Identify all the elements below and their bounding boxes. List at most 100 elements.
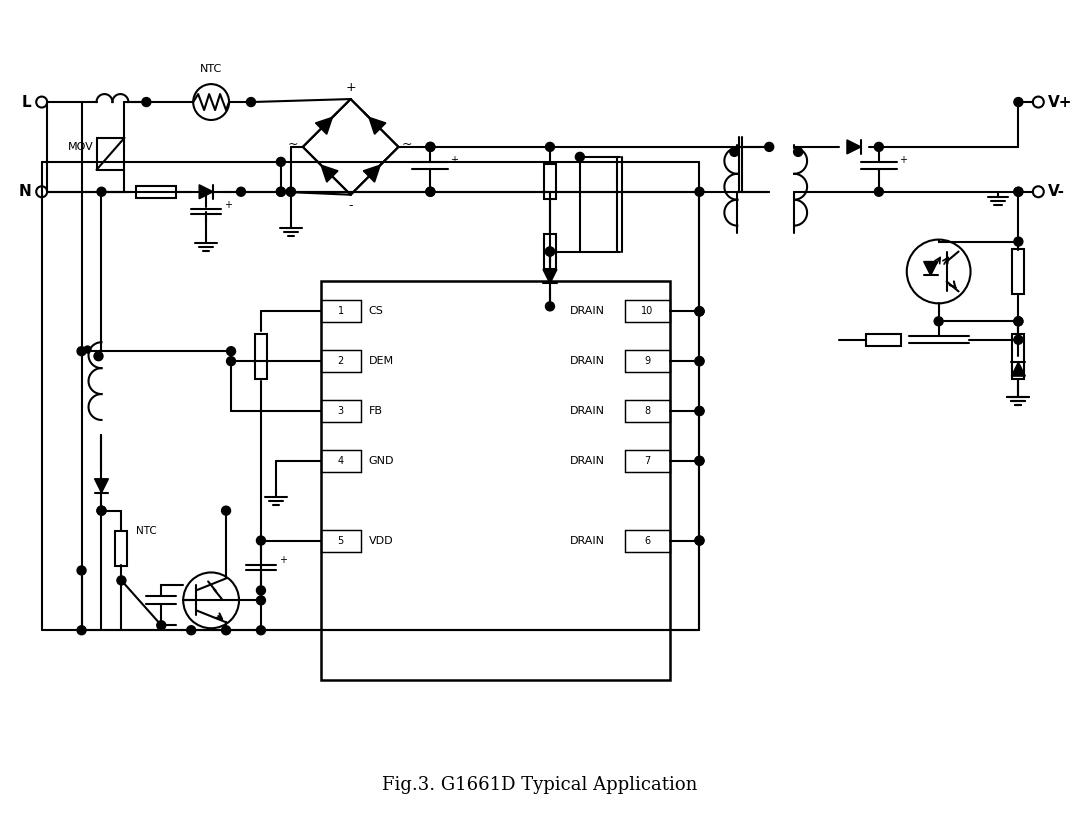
Circle shape <box>94 351 103 360</box>
Circle shape <box>276 187 285 196</box>
Circle shape <box>576 153 584 162</box>
Bar <box>96 138 124 170</box>
Text: 7: 7 <box>644 456 650 466</box>
Polygon shape <box>369 117 386 135</box>
Text: DRAIN: DRAIN <box>570 535 605 546</box>
Bar <box>1012 334 1024 378</box>
Circle shape <box>934 317 943 326</box>
Circle shape <box>426 142 435 151</box>
Circle shape <box>694 187 704 196</box>
Text: 4: 4 <box>338 456 343 466</box>
Text: 9: 9 <box>644 356 650 366</box>
Circle shape <box>276 158 285 167</box>
Circle shape <box>97 507 106 515</box>
Text: +: + <box>899 155 907 165</box>
Circle shape <box>256 626 266 635</box>
Text: -: - <box>349 199 353 212</box>
Bar <box>624 300 670 323</box>
Circle shape <box>694 536 704 545</box>
Circle shape <box>694 307 704 316</box>
Circle shape <box>694 536 704 545</box>
Circle shape <box>694 456 704 466</box>
Circle shape <box>227 356 235 365</box>
Text: +: + <box>450 155 458 165</box>
Circle shape <box>256 596 266 605</box>
Circle shape <box>1014 98 1023 107</box>
Circle shape <box>694 356 704 365</box>
Circle shape <box>221 626 230 635</box>
Circle shape <box>1014 317 1023 326</box>
Bar <box>321 300 361 323</box>
Circle shape <box>694 406 704 415</box>
Text: MOV: MOV <box>68 142 94 152</box>
Circle shape <box>875 142 883 151</box>
Bar <box>321 450 361 472</box>
Text: ~: ~ <box>287 137 298 150</box>
Circle shape <box>256 536 266 545</box>
Text: DRAIN: DRAIN <box>570 356 605 366</box>
Text: ~: ~ <box>402 137 411 150</box>
Polygon shape <box>847 140 861 154</box>
Circle shape <box>694 456 704 466</box>
Text: 8: 8 <box>644 406 650 416</box>
Circle shape <box>256 586 266 595</box>
Circle shape <box>1014 317 1023 326</box>
Text: NTC: NTC <box>200 64 222 74</box>
Bar <box>544 234 556 269</box>
Polygon shape <box>1011 362 1025 376</box>
Polygon shape <box>363 165 380 182</box>
Text: VDD: VDD <box>368 535 393 546</box>
Circle shape <box>117 576 126 585</box>
Circle shape <box>545 302 554 311</box>
Circle shape <box>77 626 86 635</box>
Circle shape <box>875 187 883 196</box>
Bar <box>624 530 670 552</box>
Polygon shape <box>199 185 213 199</box>
Bar <box>136 186 176 198</box>
Circle shape <box>545 247 554 256</box>
Circle shape <box>694 307 704 316</box>
Text: N: N <box>19 184 31 200</box>
Bar <box>1012 249 1024 294</box>
Bar <box>255 334 267 378</box>
Circle shape <box>97 187 106 196</box>
Circle shape <box>157 621 165 630</box>
Circle shape <box>694 406 704 415</box>
Circle shape <box>77 346 86 355</box>
Text: 6: 6 <box>644 535 650 546</box>
Bar <box>321 530 361 552</box>
Circle shape <box>426 187 435 196</box>
Text: DRAIN: DRAIN <box>570 456 605 466</box>
Polygon shape <box>321 165 338 182</box>
Text: 1: 1 <box>338 306 343 316</box>
Text: V+: V+ <box>1049 94 1072 109</box>
Bar <box>624 351 670 372</box>
Circle shape <box>1014 237 1023 246</box>
Bar <box>116 531 127 566</box>
Circle shape <box>694 356 704 365</box>
Bar <box>321 282 670 680</box>
Circle shape <box>1014 335 1023 344</box>
Text: DEM: DEM <box>368 356 394 366</box>
Circle shape <box>426 187 435 196</box>
Circle shape <box>426 142 435 151</box>
Polygon shape <box>315 117 333 135</box>
Circle shape <box>1014 187 1023 196</box>
Text: FB: FB <box>368 406 382 416</box>
Text: +: + <box>224 200 232 209</box>
Circle shape <box>246 98 256 107</box>
Circle shape <box>221 507 230 515</box>
Circle shape <box>227 346 235 355</box>
Circle shape <box>694 307 704 316</box>
Text: GND: GND <box>368 456 394 466</box>
Circle shape <box>187 626 195 635</box>
Text: V-: V- <box>1049 184 1065 200</box>
Circle shape <box>141 98 151 107</box>
Bar <box>624 400 670 422</box>
Circle shape <box>794 148 802 156</box>
Circle shape <box>545 247 554 256</box>
Bar <box>624 450 670 472</box>
Bar <box>321 400 361 422</box>
Text: +: + <box>346 81 356 94</box>
Circle shape <box>286 187 295 196</box>
